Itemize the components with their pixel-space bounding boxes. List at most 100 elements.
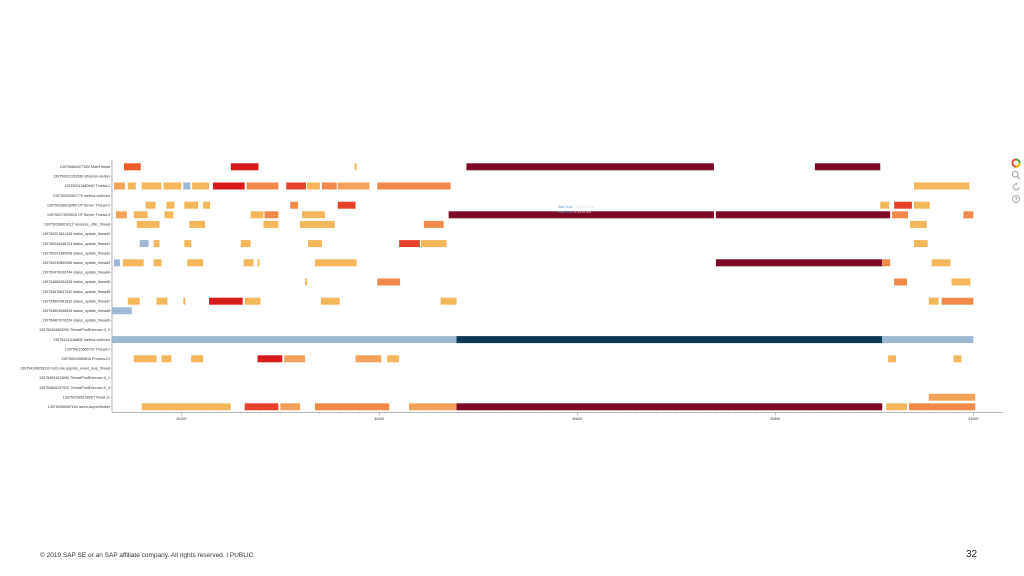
task-bar [212,182,245,190]
task-bar [113,182,125,190]
task-bar [337,182,370,190]
task-bar [122,259,144,267]
row-label: 139754591613696 ThreadPoolExecutor-0_1 [39,376,110,380]
task-bar [133,211,148,219]
row-label: 139750312480480 Thread-1 [65,184,111,188]
color-wheel-icon[interactable] [1011,158,1021,168]
task-bar [963,211,974,219]
task-bar [951,278,971,286]
task-bar [127,182,136,190]
task-bar [941,297,974,305]
task-bar [913,182,970,190]
task-bar [300,220,335,228]
row-label: 139754141168832 metrics-collector [53,338,111,342]
task-bar [409,403,457,411]
tooltip-label-2: Hold time [558,210,574,215]
task-bar [187,259,204,267]
row-label: 139754802981632 status_update_thread7 [42,299,110,303]
task-bar [882,259,891,267]
row-label: 139754680254336 status_update_thread6 [42,280,110,284]
task-bar [420,240,447,248]
x-tick-label: 30400 [374,417,384,420]
task-bar [184,240,192,248]
task-bar [377,182,451,190]
x-tick-label: 30800 [770,417,780,420]
task-bar [913,201,930,209]
task-bar [230,163,259,171]
row-label: 139754676647040 status_update_thread5 [42,290,110,294]
task-bar [166,201,175,209]
task-bar [908,403,976,411]
row-label: 139754807078224 status_update_thread9 [42,319,110,323]
row-label: 139750463963200 ThreadPoolExecutor-0_0 [39,328,110,332]
row-label: 139750244448704 status_update_thread1 [42,242,110,246]
task-bar [448,211,714,219]
row-label: 139750241385008 status_update_thread2 [42,251,110,255]
task-bar [161,355,172,363]
task-bar [145,201,156,209]
task-bar [183,297,186,305]
footer-text: © 2019 SAP SE or an SAP affiliate compan… [40,552,254,559]
task-bar [263,220,279,228]
task-bar [953,355,962,363]
task-bar [139,240,149,248]
task-bar [882,336,974,344]
task-bar [192,182,210,190]
task-bar [141,403,231,411]
row-label: 139750207841408 status_update_thread0 [42,232,110,236]
row-label: 139750664477632 MainThread [60,165,110,169]
task-bar [115,211,127,219]
task-bar [894,278,907,286]
task-bar [308,240,322,248]
row-label: 139750286918400 CP Server Thread-2 [47,203,110,207]
zoom-icon[interactable] [1011,170,1021,180]
task-bar [264,211,279,219]
task-bar [280,403,301,411]
row-label: 139750476039744 status_update_thread4 [42,271,110,275]
row-label: 139750286924112 resource_offer_thread [44,223,110,227]
task-bar [141,182,162,190]
task-bar [113,259,120,267]
task-bar [307,182,320,190]
task-bar [892,211,908,219]
tooltip-value-2: 0.1214 ms [574,210,591,215]
tooltip-value-1: 234.8069 ms [573,205,595,209]
row-label: 139754800297920 ThreadPoolExecutor-0_3 [39,386,110,390]
help-icon[interactable] [1011,194,1021,204]
task-bar [387,355,400,363]
row-label: 139750230852096 status_update_thread3 [42,261,110,265]
task-bar [814,163,881,171]
task-bar [302,211,325,219]
task-bar [715,211,891,219]
reset-icon[interactable] [1011,182,1021,192]
task-bar [133,355,157,363]
task-bar [931,259,951,267]
task-bar [456,403,883,411]
task-bar [928,297,939,305]
task-bar [305,278,308,286]
task-bar [909,220,927,228]
task-bar [466,163,714,171]
task-bar [257,355,283,363]
task-bar [243,259,254,267]
task-bar [164,211,174,219]
task-bar [321,182,337,190]
row-label: 139750350057184 raven.AsyncWorker [48,405,111,409]
task-bar [314,259,357,267]
task-bar [112,336,457,344]
task-bar [250,211,264,219]
task-bar [153,240,160,248]
tooltip-label-1: Wall time [558,205,573,209]
x-tick-label: 30200 [176,417,186,420]
task-bar [440,297,457,305]
task-bar [209,297,243,305]
row-label: 139750093367776 metrics-collector [53,194,111,198]
task-bar [153,259,162,267]
row-label: 139750258510808 Thread-11 [63,395,110,399]
task-bar [320,297,340,305]
x-tick-label: 30600 [572,417,582,420]
task-bar [880,201,890,209]
task-bar [240,240,251,248]
task-bar [290,201,299,209]
task-bar [715,259,883,267]
